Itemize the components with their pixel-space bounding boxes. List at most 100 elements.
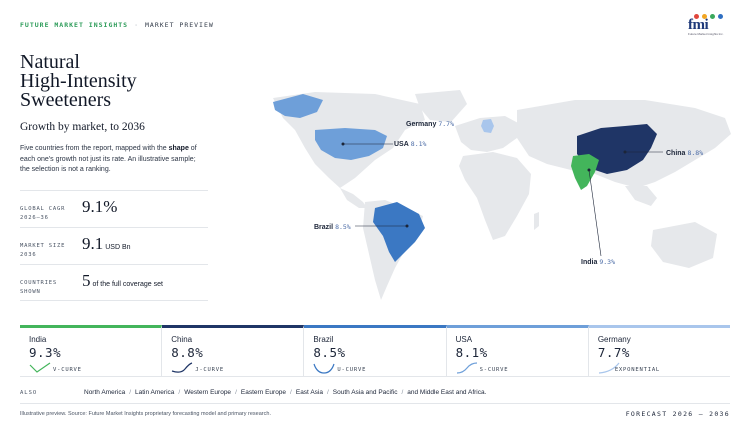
logo-dot [702, 14, 707, 19]
j-curve-icon [172, 362, 193, 373]
stat-number: 9.1 [82, 234, 104, 253]
region-list: North America / Latin America / Western Euro… [84, 389, 486, 396]
fmi-logo[interactable]: fmi Future Market Insights Inc. [688, 14, 732, 40]
u-curve-icon [313, 363, 335, 374]
stat-countries-shown: COUNTRIES SHOWN 5 of the full coverage set [20, 264, 208, 301]
country-card-india[interactable]: India 9.3% V-CURVE [20, 325, 163, 376]
region-separator: / [401, 389, 404, 396]
region-separator: / [129, 389, 131, 396]
description: Five countries from the report, mapped w… [20, 144, 200, 176]
region-item[interactable]: North America [84, 389, 126, 396]
map-label-value: 9.3% [599, 258, 615, 266]
stat-label-line: MARKET SIZE [20, 243, 66, 249]
germany-shape [481, 119, 494, 133]
marker-usa [341, 142, 345, 146]
stat-unit: USD Bn [105, 244, 131, 251]
country-card-china[interactable]: China 8.8% J-CURVE [162, 325, 305, 376]
card-cagr-value: 8.5% [313, 345, 346, 360]
map-label-germany: Germany 7.7% [406, 120, 454, 128]
stat-label-line: SHOWN [20, 289, 41, 295]
card-cagr-value: 8.8% [171, 345, 204, 360]
world-map [273, 90, 731, 300]
map-label-value: 7.7% [438, 120, 455, 128]
map-label-value: 8.1% [410, 140, 427, 148]
region-separator: / [235, 389, 237, 396]
land-southeast-asia [625, 186, 657, 206]
page-title: Natural High-Intensity Sweeteners [20, 51, 190, 111]
region-separator: / [290, 389, 292, 396]
stat-label: MARKET SIZE 2036 [20, 242, 70, 260]
stat-value: 9.1 USD Bn [82, 234, 131, 254]
logo-dot [718, 14, 723, 19]
region-item[interactable]: South Asia and Pacific [332, 389, 398, 396]
v-curve-icon [29, 362, 51, 373]
region-item[interactable]: Western Europe [184, 389, 232, 396]
footer: Illustrative preview. Source: Future Mar… [20, 403, 730, 418]
country-card-usa[interactable]: USA 8.1% S-CURVE [446, 325, 589, 376]
stat-label-line: COUNTRIES [20, 280, 58, 286]
land-central-america [340, 188, 367, 208]
map-leaders [343, 143, 663, 257]
map-label-name: China [666, 150, 686, 157]
leader-india [588, 169, 602, 257]
map-label-name: India [581, 259, 598, 266]
card-curve-label: J-CURVE [195, 367, 224, 373]
map-label-name: Brazil [314, 224, 334, 231]
section-label: MARKET PREVIEW [145, 21, 214, 29]
card-country-name: China [171, 335, 193, 344]
description-text: of each one's growth not just its rate. … [20, 145, 197, 173]
stats-panel: GLOBAL CAGR 2026–36 9.1% MARKET SIZE 2036 … [20, 190, 208, 301]
region-separator: / [178, 389, 181, 396]
stat-label: GLOBAL CAGR 2026–36 [20, 205, 70, 223]
land-africa [459, 152, 531, 240]
stat-label: COUNTRIES SHOWN [20, 279, 70, 297]
exponential-curve-icon [598, 362, 620, 374]
page-subtitle: Growth by market, to 2036 [20, 121, 145, 133]
forecast-range: FORECAST 2026 – 2036 [625, 410, 730, 418]
land-madagascar [534, 212, 539, 230]
title-line: Sweeteners [20, 89, 112, 111]
brazil-shape [373, 202, 425, 262]
logo-dots [694, 14, 732, 19]
title-line: High-Intensity [20, 70, 137, 92]
stat-value: 5 of the full coverage set [82, 271, 163, 291]
s-curve-icon [456, 362, 477, 374]
region-item[interactable]: East Asia [295, 389, 323, 396]
card-country-name: Germany [597, 335, 631, 344]
header-separator: · [134, 21, 140, 29]
map-label-china: China 8.8% [666, 149, 703, 157]
country-card-germany[interactable]: Germany 7.7% EXPONENTIAL [588, 325, 731, 376]
region-item[interactable]: Latin America [135, 389, 175, 396]
country-card-brazil[interactable]: Brazil 8.5% U-CURVE [304, 325, 447, 376]
stat-label-line: 2026–36 [20, 215, 49, 221]
logo-wordmark: fmi [688, 17, 709, 33]
map-label-name: Germany [406, 121, 437, 128]
stat-value: 9.1% [82, 197, 119, 217]
title-line: Natural [20, 51, 80, 73]
source-note: Illustrative preview. Source: Future Mar… [20, 411, 271, 417]
map-label-value: 8.8% [687, 149, 704, 157]
card-cagr-value: 7.7% [597, 345, 630, 360]
map-label-usa: USA 8.1% [394, 140, 426, 148]
region-item[interactable]: and Middle East and Africa. [407, 389, 487, 396]
region-item[interactable]: Eastern Europe [240, 389, 287, 396]
logo-tagline: Future Market Insights Inc. [688, 32, 724, 36]
map-label-value: 8.5% [335, 223, 351, 231]
map-markers [341, 142, 627, 228]
stat-unit: of the full coverage set [92, 281, 163, 288]
marker-brazil [405, 224, 409, 228]
card-country-name: USA [455, 335, 473, 344]
land-europe [455, 116, 520, 152]
brand-name: FUTURE MARKET INSIGHTS [20, 21, 129, 29]
card-country-name: Brazil [313, 335, 334, 344]
logo-dot [710, 14, 715, 19]
card-country-name: India [29, 335, 47, 344]
card-cagr-value: 9.3% [29, 345, 62, 360]
card-curve-label: S-CURVE [479, 367, 509, 373]
description-emphasis: shape [168, 145, 189, 152]
stat-label-line: GLOBAL CAGR [20, 206, 66, 212]
description-text: Five countries from the report, mapped w… [20, 145, 169, 152]
card-curve-label: EXPONENTIAL [614, 367, 661, 373]
map-label-india: India 9.3% [581, 258, 615, 266]
alaska-shape [273, 94, 323, 118]
